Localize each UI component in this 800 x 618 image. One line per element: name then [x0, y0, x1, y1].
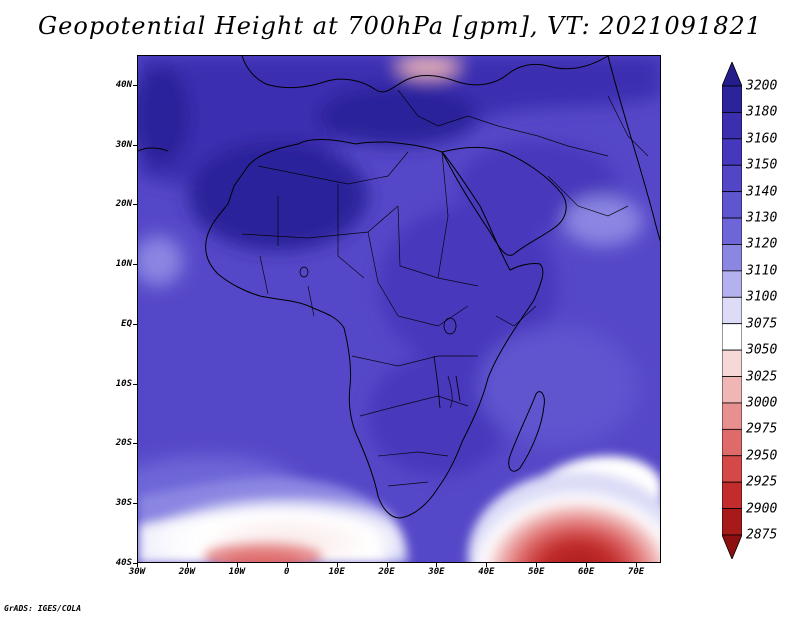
lat-tick-mark — [133, 503, 137, 505]
lon-tick-label: 10W — [228, 567, 245, 577]
colorbar-bin — [722, 323, 742, 351]
lon-tick-mark — [486, 563, 488, 567]
lat-tick-label: 20S — [115, 438, 132, 449]
lat-tick-mark — [133, 84, 137, 86]
colorbar-bin — [722, 244, 742, 272]
map-plot-area — [137, 55, 661, 563]
lat-tick-label: EQ — [121, 318, 132, 329]
grads-credit: GrADS: IGES/COLA — [4, 604, 82, 613]
lon-tick-mark — [236, 563, 238, 567]
lakes — [299, 266, 461, 409]
colorbar-bin — [722, 85, 742, 113]
colorbar-bin — [722, 508, 742, 536]
lat-tick-label: 10S — [115, 378, 132, 389]
lon-tick-mark — [186, 563, 188, 567]
colorbar-bin — [722, 217, 742, 245]
colorbar-bin — [722, 164, 742, 193]
colorbar-bin — [722, 191, 742, 219]
lon-tick-label: 60E — [578, 567, 595, 577]
colorbar-bin — [722, 481, 742, 509]
colorbar-bin — [722, 349, 742, 377]
colorbar-bin — [722, 376, 742, 404]
lon-tick-mark — [436, 563, 438, 567]
colorbar-level-label: 2925 — [746, 474, 778, 490]
lon-tick-label: 40E — [478, 567, 495, 577]
subtropical-high-nw — [138, 66, 190, 166]
lat-tick-mark — [133, 563, 137, 564]
colorbar-level-label: 3140 — [746, 184, 778, 200]
colorbar-level-label: 3160 — [746, 131, 778, 147]
indian-ocean-light-patch — [563, 196, 643, 246]
lon-tick-label: 70E — [627, 567, 645, 577]
lat-tick-mark — [133, 144, 137, 146]
lon-tick-label: 50E — [528, 567, 545, 577]
lon-tick-label: 30E — [428, 567, 445, 577]
lon-tick-mark — [286, 563, 288, 567]
colorbar-bin — [722, 402, 742, 430]
madagascar-coastline — [508, 391, 545, 472]
lon-tick-mark — [536, 563, 538, 567]
lat-tick-label: 40S — [115, 558, 132, 568]
colorbar-bin — [722, 138, 742, 166]
lon-tick-label: 20W — [178, 567, 196, 577]
colorbar-level-label: 3120 — [746, 236, 778, 252]
colorbar-level-label: 3150 — [746, 157, 778, 173]
africa-coastline — [205, 138, 544, 519]
colorbar-level-label: 3100 — [746, 289, 778, 305]
coastlines — [138, 56, 660, 519]
lon-tick-label: 0 — [283, 567, 290, 577]
lon-tick-label: 20E — [378, 567, 395, 577]
colorbar-level-label: 3050 — [746, 342, 778, 358]
lat-tick-mark — [133, 383, 137, 385]
lon-tick-mark — [137, 563, 138, 567]
colorbar-level-label: 3110 — [746, 263, 778, 279]
lat-tick-label: 30S — [115, 498, 132, 509]
lat-tick-label: 10N — [115, 259, 132, 270]
lon-tick-label: 10E — [328, 567, 345, 577]
colorbar-top-arrow — [722, 62, 742, 87]
lat-tick-mark — [133, 204, 137, 206]
atlantic-light-patch — [138, 236, 183, 286]
lon-tick-mark — [586, 563, 588, 567]
colorbar-bin — [722, 270, 742, 298]
europe-coastline — [241, 56, 609, 93]
lon-tick-mark — [636, 563, 638, 567]
colorbar-level-label: 3025 — [746, 369, 778, 385]
colorbar-level-label: 3000 — [746, 395, 778, 411]
lat-tick-mark — [133, 443, 137, 445]
colorbar-level-label: 2975 — [746, 421, 778, 437]
colorbar-bin — [722, 112, 742, 140]
colorbar-level-label: 2950 — [746, 448, 778, 464]
south-indian-low — [468, 471, 660, 562]
lat-tick-label: 20N — [115, 199, 132, 210]
lon-tick-mark — [386, 563, 388, 567]
map-title: Geopotential Height at 700hPa [gpm], VT:… — [38, 12, 762, 40]
colorbar-level-label: 3180 — [746, 104, 778, 120]
colorbar-level-label: 2900 — [746, 501, 778, 517]
lat-tick-label: 30N — [115, 139, 132, 150]
lat-tick-mark — [133, 323, 137, 325]
colorbar-level-label: 3075 — [746, 316, 778, 332]
colorbar-level-label: 3200 — [746, 78, 778, 94]
lat-tick-label: 40N — [115, 79, 132, 90]
india-coastline — [607, 56, 660, 242]
colorbar-level-label: 2875 — [746, 527, 778, 543]
colorbar — [722, 62, 742, 559]
colorbar-bin — [722, 428, 742, 457]
lat-tick-mark — [133, 264, 137, 266]
colorbar-bottom-arrow — [722, 534, 742, 559]
colorbar-bin — [722, 455, 742, 483]
lon-tick-label: 30W — [128, 567, 146, 577]
country-borders — [241, 89, 649, 487]
colorbar-level-label: 3130 — [746, 210, 778, 226]
arabia-coastline — [441, 146, 567, 256]
lon-tick-mark — [336, 563, 338, 567]
colorbar-bin — [722, 296, 742, 325]
geopotential-field — [138, 56, 660, 562]
